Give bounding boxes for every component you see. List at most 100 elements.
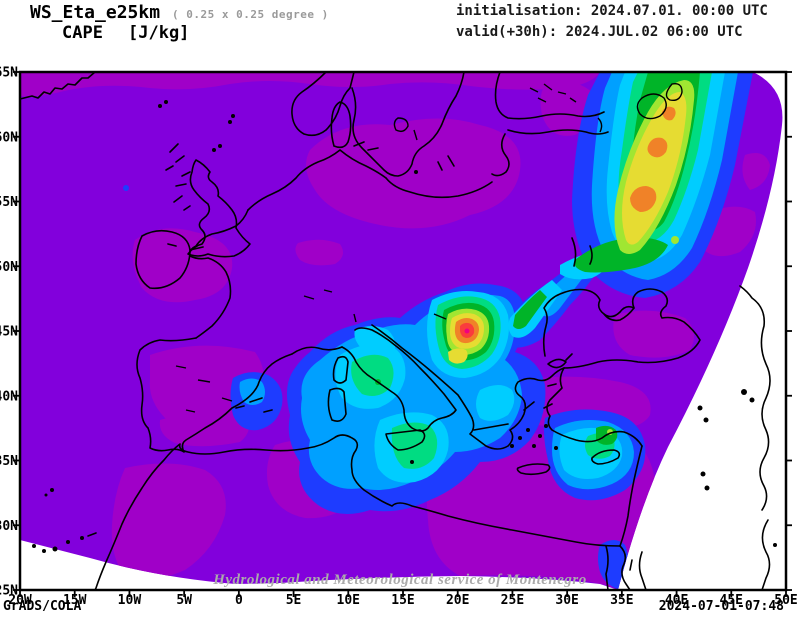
coast-north-africa: [94, 434, 621, 591]
island-sardinia: [327, 387, 347, 422]
island-cyprus: [591, 449, 621, 465]
lat-tick-label: 35N: [0, 454, 18, 469]
islands-balearic: [235, 397, 273, 413]
initialisation-time: initialisation: 2024.07.01. 00:00 UTC: [456, 3, 768, 19]
coast-hebrides: [165, 143, 185, 171]
north-isles-shape: [164, 100, 168, 104]
coast-baltic-south: [385, 177, 493, 199]
north-isles-shape: [231, 114, 235, 118]
coast-sweden: [351, 71, 465, 177]
lon-tick-label: 10W: [118, 593, 142, 608]
caspian-islands-shape: [741, 389, 747, 395]
band-magenta-shape: [20, 72, 600, 97]
islands-canary-madeira-shape: [32, 544, 36, 548]
coast-turkey-west: [543, 367, 643, 447]
river-dnieper: [571, 237, 593, 267]
band-green-shape: [513, 290, 547, 329]
lon-tick-label: 30E: [555, 593, 578, 608]
coast-bothnia-finland: [494, 71, 605, 120]
lake-vanern: [393, 117, 418, 141]
aegean-islands-shape: [410, 460, 414, 464]
caspian-islands-shape: [704, 485, 710, 491]
lat-tick-label: 25N: [0, 584, 18, 599]
islands-canary-madeira: [32, 488, 84, 553]
lon-tick-label: 5W: [176, 593, 192, 608]
lat-tick-label: 65N: [0, 66, 18, 81]
islands-canary-madeira-shape: [44, 493, 48, 497]
lon-tick-label: 25E: [501, 593, 524, 608]
islands-canary-madeira-shape: [66, 540, 70, 544]
caspian-islands-shape: [773, 543, 777, 547]
generation-timestamp: 2024-07-01-07:48: [658, 599, 784, 614]
coast-iberia: [136, 337, 293, 453]
band-magenta-shape: [613, 310, 694, 358]
lon-tick-label: 15E: [391, 593, 414, 608]
islands-canary-madeira-shape: [80, 536, 84, 540]
lat-tick-label: 60N: [0, 130, 18, 145]
coast-italy: [341, 327, 457, 432]
islands-canary-madeira-shape: [52, 546, 58, 552]
band-orange-shape: [647, 137, 668, 158]
coast-germany: [247, 149, 387, 211]
lake-peipus: [597, 117, 603, 133]
islands-gotland: [437, 155, 455, 171]
variable-units: [J/kg]: [128, 23, 190, 43]
caspian-islands-shape: [703, 417, 709, 423]
grads-credit: GrADS/COLA: [3, 599, 82, 614]
band-orange-shape: [630, 186, 657, 212]
band-pink-max: [464, 328, 470, 334]
watermark: Hydrological and Meteorological service …: [213, 572, 587, 588]
aegean-islands-shape: [554, 446, 558, 450]
aegean-islands-shape: [518, 436, 522, 440]
coast-estonia: [507, 129, 609, 135]
band-green-shape: [574, 237, 668, 273]
coast-danish-isles: [353, 141, 379, 151]
coast-denmark: [330, 101, 352, 149]
valid-time: valid(+30h): 2024.JUL.02 06:00 UTC: [456, 24, 743, 40]
coast-black-sea: [542, 288, 701, 369]
coast-scotland-west: [173, 171, 191, 211]
islands-canary-madeira-shape: [50, 488, 54, 492]
lon-tick-label: 45E: [720, 593, 743, 608]
band-magenta-shape: [132, 228, 233, 303]
spain-marks: [175, 365, 233, 413]
aegean-islands-shape: [510, 444, 514, 448]
islands-canary-madeira-shape: [42, 549, 46, 553]
aegean-islands-shape: [538, 434, 542, 438]
lat-tick-label: 30N: [0, 519, 18, 534]
island-crete: [516, 463, 551, 476]
lon-tick-label: 5E: [286, 593, 302, 608]
lat-tick-label: 55N: [0, 195, 18, 210]
lon-tick-label: 50E: [774, 593, 797, 608]
lat-tick-label: 45N: [0, 325, 18, 340]
lon-tick-label: 20E: [446, 593, 469, 608]
north-isles-shape: [218, 144, 222, 148]
red-sea-and-nile: [605, 545, 647, 591]
island-corsica: [332, 355, 349, 384]
aegean-islands-shape: [414, 170, 418, 174]
coast-ireland: [135, 229, 191, 290]
lon-tick-label: 15W: [63, 593, 87, 608]
coast-riga: [491, 133, 510, 177]
lon-tick-label: 40E: [665, 593, 688, 608]
north-isles-shape: [228, 120, 232, 124]
coastlines: [19, 71, 777, 591]
north-isles: [158, 100, 235, 152]
caspian-islands-shape: [749, 397, 755, 403]
band-magenta-shape: [295, 239, 344, 266]
coast-south-norway: [291, 71, 355, 137]
aegean-islands: [410, 170, 558, 464]
aegean-islands-shape: [532, 444, 536, 448]
lakes-central-europe: [303, 289, 447, 323]
lake-ladoga: [636, 93, 667, 120]
lat-tick-label: 50N: [0, 260, 18, 275]
lat-tick-label: 40N: [0, 389, 18, 404]
caspian-islands-shape: [700, 471, 706, 477]
coast-uk: [187, 159, 251, 258]
coast-levant: [619, 445, 643, 547]
lake-onega: [665, 82, 683, 102]
coast-gulf-corner: [761, 519, 771, 591]
axes: 20W 15W 10W 5W 0 5E 10E 15E 20E 25E 30E 35E 40E 45E 50…: [0, 66, 798, 609]
variable-label: CAPE: [62, 23, 103, 43]
